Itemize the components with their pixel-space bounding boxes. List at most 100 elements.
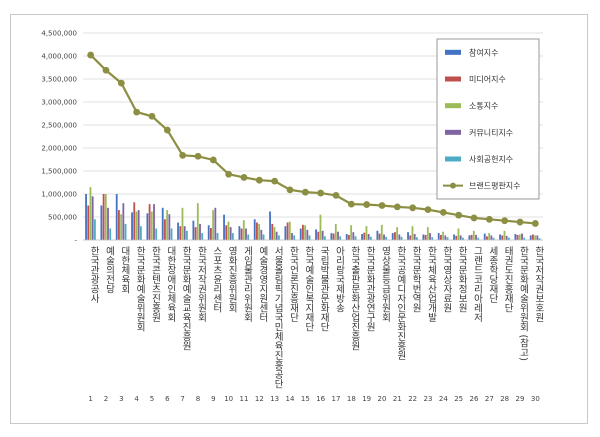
bar-3-29 [518,234,521,240]
bar-4-17 [337,231,339,240]
x-index-label: 16 [316,395,325,403]
bar-4-15 [306,229,309,240]
bar-1-18 [345,234,348,240]
bar-2-30 [532,234,534,240]
x-index-label: 21 [393,395,402,403]
x-category-label: 예술의전당 [104,246,115,294]
bar-5-13 [277,235,280,240]
line-point-27 [485,215,493,223]
bar-3-25 [457,228,460,240]
bar-2-9 [210,228,212,240]
y-tick-label: 500,000 [48,214,77,222]
bar-3-30 [534,235,537,240]
bar-2-10 [225,225,228,240]
x-category-label: 한국공예디자인문화진흥원 [395,246,406,360]
bar-4-22 [413,234,416,240]
bar-1-1 [85,194,87,240]
x-category-label: 한국문화예술교육진흥원 [180,246,191,351]
x-index-label: 6 [165,395,170,403]
bar-2-28 [501,235,504,240]
x-index-label: 29 [516,395,525,403]
bar-2-26 [470,234,473,240]
y-tick-label: - [74,237,77,245]
legend-label: 사회공헌지수 [469,155,513,164]
legend-swatch [445,49,461,55]
bar-2-20 [378,233,381,240]
bar-2-4 [133,202,136,240]
bar-4-8 [199,223,201,240]
bar-4-29 [521,233,523,240]
legend-box [436,38,540,200]
x-category-label: 스포츠윤리센터 [211,246,222,313]
bar-4-3 [122,203,125,240]
bar-4-14 [291,233,293,240]
line-point-14 [286,186,294,194]
bar-1-16 [315,229,317,240]
bar-3-3 [120,214,123,240]
bar-5-9 [216,233,219,240]
bar-2-24 [440,234,442,240]
x-category-label: 한국관광공사 [88,246,99,304]
bar-3-19 [365,226,368,240]
y-tick-label: 4,500,000 [41,30,77,38]
bar-2-25 [455,235,458,240]
bar-5-20 [385,236,388,240]
legend-label: 소통지수 [469,102,498,111]
bar-5-27 [492,237,495,240]
x-index-label: 11 [240,395,249,403]
y-tick-label: 2,000,000 [41,145,77,153]
x-category-label: 세종학당재단 [487,246,498,303]
x-category-label: 한국저작권보호원 [533,246,544,322]
line-point-16 [317,189,325,197]
legend-swatch [445,103,461,109]
bar-5-23 [431,237,434,240]
bar-5-24 [446,237,449,240]
x-category-label: 대한체육회 [119,246,130,294]
grid-layer [83,32,543,241]
x-index-label: 7 [180,395,184,403]
bar-1-15 [299,228,302,240]
x-index-label: 27 [485,395,494,403]
chart-svg: - 500,000 1,000,000 1,500,000 2,000,000 2,500… [41,30,544,404]
x-category-label: 게임물관리위원회 [242,246,253,323]
line-point-21 [393,203,401,211]
bar-3-5 [150,211,153,240]
bar-5-1 [93,219,96,240]
line-point-8 [194,152,202,160]
bar-2-11 [240,228,243,240]
bar-5-26 [477,237,480,240]
bar-5-18 [354,236,357,240]
bar-5-15 [308,235,311,240]
x-index-label: 2 [104,395,108,403]
bar-5-5 [155,228,158,240]
line-point-10 [225,170,233,178]
line-point-12 [255,176,263,184]
x-category-label: 한국콘텐츠진흥원 [150,246,161,322]
x-category-label: 영화진흥위원회 [226,246,237,313]
bar-2-14 [286,222,289,240]
bar-1-24 [437,233,440,240]
line-point-28 [501,217,509,225]
bar-5-2 [109,228,112,240]
bar-4-2 [107,207,109,240]
bar-3-7 [181,207,184,240]
x-category-label: 서울올림픽기념국민체육진흥공단 [272,246,283,389]
bar-4-5 [153,204,155,240]
x-index-label: 28 [500,395,509,403]
bar-1-9 [207,225,210,240]
x-index-label: 9 [211,395,215,403]
line-point-22 [409,204,417,212]
x-category-label: 한국문화예술위원회 [134,246,145,332]
bar-5-16 [323,236,326,240]
bar-2-6 [164,219,166,240]
bar-2-21 [394,232,396,240]
x-category-label: 아리랑국제방송 [334,246,345,313]
x-index-label: 12 [255,395,264,403]
bar-4-25 [459,235,462,240]
bar-3-8 [196,203,199,240]
bar-3-14 [288,221,291,240]
bar-3-6 [166,210,169,240]
bar-4-6 [168,214,171,240]
legend-label: 커뮤니티지수 [469,127,513,137]
x-index-label: 17 [332,395,341,403]
